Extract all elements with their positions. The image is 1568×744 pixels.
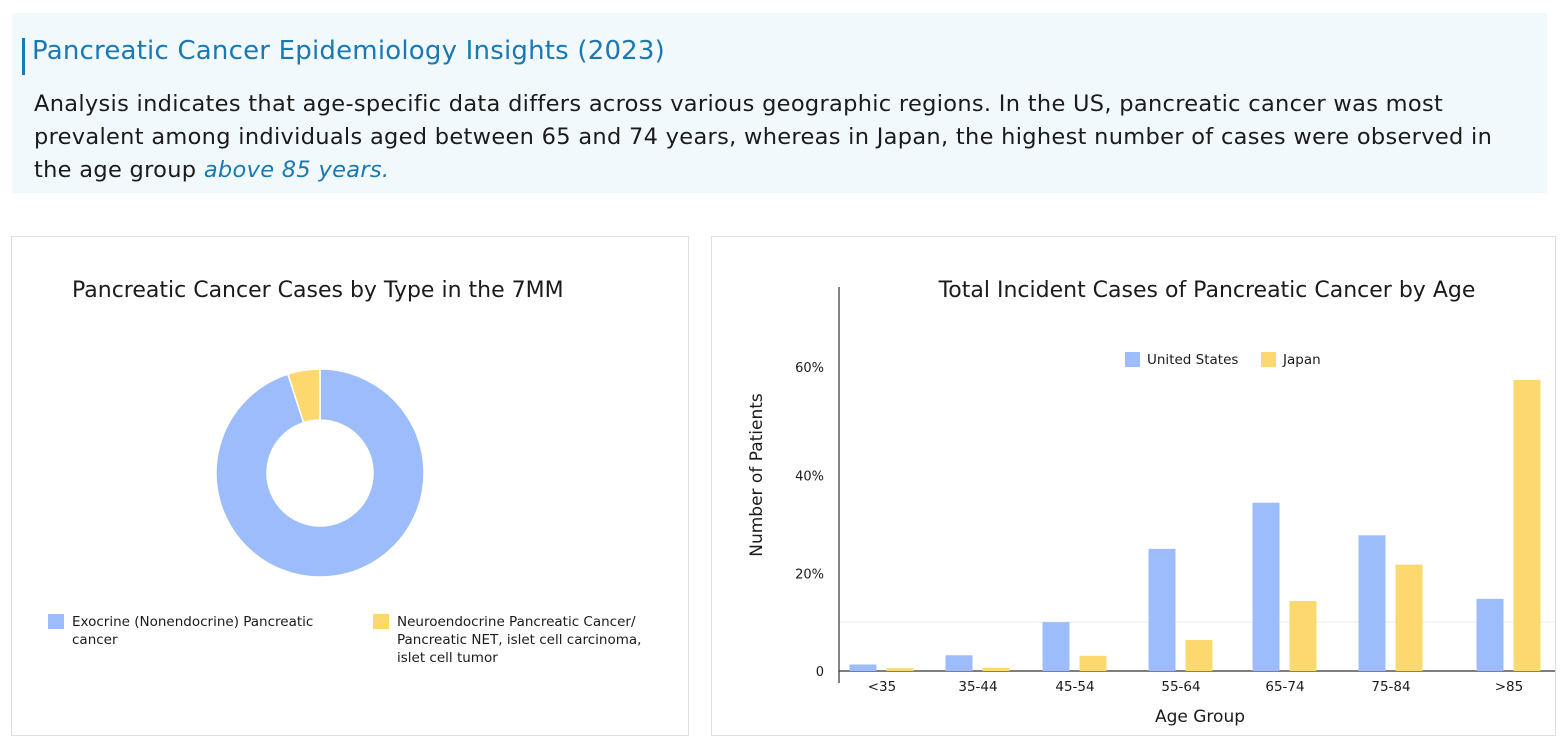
donut-chart-card: Pancreatic Cancer Cases by Type in the 7… <box>11 236 689 736</box>
bar-us-5 <box>1252 502 1280 671</box>
x-tick-label: 55-64 <box>1161 679 1200 695</box>
y-tick-label: 60% <box>795 361 824 376</box>
insight-highlight: above 85 years. <box>203 157 390 183</box>
insight-panel: Pancreatic Cancer Epidemiology Insights … <box>12 13 1547 193</box>
insight-title: Pancreatic Cancer Epidemiology Insights … <box>32 36 666 66</box>
bar-japan-4 <box>1185 640 1213 671</box>
bar-japan-1 <box>886 668 914 671</box>
x-tick-label: 65-74 <box>1265 679 1304 695</box>
bar-us-2 <box>945 655 973 671</box>
donut-legend-swatch-1 <box>48 614 64 629</box>
y-tick-label: 20% <box>795 567 824 582</box>
x-tick-label: 75-84 <box>1371 679 1410 695</box>
donut-slice-2 <box>286 368 321 424</box>
bar-us-3 <box>1042 622 1070 671</box>
bar-us-4 <box>1148 548 1176 671</box>
y-axis-label: Number of Patients <box>747 393 767 557</box>
x-tick-label: 45-54 <box>1055 679 1094 695</box>
bar-chart-card: Total Incident Cases of Pancreatic Cance… <box>711 236 1556 736</box>
bar-us-6 <box>1358 535 1386 671</box>
x-tick-label: 35-44 <box>958 679 997 695</box>
x-tick-label: >85 <box>1495 679 1524 695</box>
donut-legend-label-2: Neuroendocrine Pancreatic Cancer/ <box>397 614 636 630</box>
donut-slice-1 <box>215 368 425 578</box>
insight-text: Analysis indicates that age-specific dat… <box>34 88 1534 187</box>
donut-legend-label-1: cancer <box>72 632 118 648</box>
donut-legend-label-1: Exocrine (Nonendocrine) Pancreatic <box>72 614 313 630</box>
title-accent-bar <box>22 38 25 75</box>
bar-japan-5 <box>1289 600 1317 671</box>
bar-legend-label-1: United States <box>1147 352 1238 368</box>
x-axis-label: Age Group <box>1155 707 1245 727</box>
donut-legend-label-2: islet cell tumor <box>397 650 498 666</box>
bar-chart: Total Incident Cases of Pancreatic Cance… <box>747 278 1555 727</box>
bar-chart-title: Total Incident Cases of Pancreatic Cance… <box>938 278 1476 303</box>
y-tick-label: 0 <box>816 665 824 680</box>
insight-body: Analysis indicates that age-specific dat… <box>34 91 1493 183</box>
bar-japan-6 <box>1395 564 1423 671</box>
donut-chart-title: Pancreatic Cancer Cases by Type in the 7… <box>72 278 564 303</box>
bar-japan-3 <box>1079 655 1107 671</box>
y-tick-label: 40% <box>795 470 824 485</box>
donut-chart: Pancreatic Cancer Cases by Type in the 7… <box>48 278 641 666</box>
bar-legend-swatch-1 <box>1125 352 1140 367</box>
x-tick-label: <35 <box>868 679 897 695</box>
bar-us-1 <box>849 664 877 671</box>
bar-legend-swatch-2 <box>1261 352 1276 367</box>
donut-legend-label-2: Pancreatic NET, islet cell carcinoma, <box>397 632 641 648</box>
bar-japan-7 <box>1513 380 1541 671</box>
bar-japan-2 <box>982 667 1010 671</box>
donut-legend-swatch-2 <box>373 614 389 629</box>
bar-legend-label-2: Japan <box>1282 352 1321 368</box>
bar-us-7 <box>1476 598 1504 671</box>
